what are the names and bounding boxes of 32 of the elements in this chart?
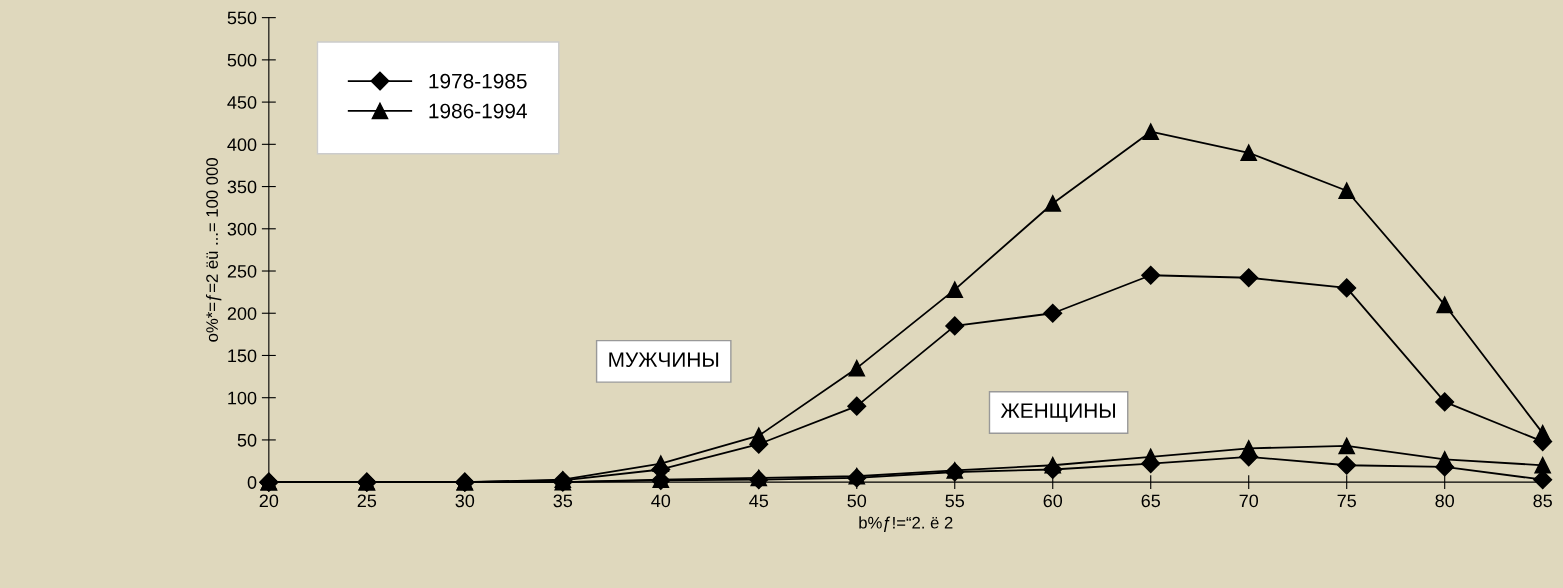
- x-tick-label: 25: [357, 494, 377, 508]
- x-tick-label: 55: [945, 494, 965, 508]
- y-tick-label: 250: [227, 264, 257, 278]
- y-tick-label: 550: [227, 11, 257, 25]
- annotation: МУЖЧИНЫ: [609, 352, 719, 367]
- x-axis-title: b%ƒ!=“2. ë 2: [859, 516, 953, 532]
- y-tick-label: 300: [227, 222, 257, 236]
- x-tick-label: 75: [1337, 494, 1356, 508]
- y-axis-title: o%*=ƒ=2 ëü ...= 100 000: [205, 158, 222, 342]
- y-tick-label: 450: [227, 96, 257, 109]
- x-tick-label: 50: [847, 494, 867, 508]
- y-tick-label: 0: [247, 476, 257, 489]
- legend-label: 1986-1994: [429, 103, 527, 119]
- x-tick-label: 60: [1043, 494, 1063, 508]
- x-tick-label: 20: [259, 494, 279, 508]
- y-tick-label: 400: [227, 138, 257, 152]
- annotation: ЖЕНЩИНЫ: [1000, 403, 1115, 423]
- x-tick-label: 45: [749, 494, 769, 508]
- x-tick-label: 30: [455, 494, 475, 508]
- y-tick-label: 100: [228, 391, 257, 405]
- y-tick-label: 50: [237, 433, 257, 447]
- x-tick-label: 85: [1533, 494, 1552, 508]
- x-tick-label: 65: [1141, 494, 1161, 508]
- y-tick-label: 200: [227, 307, 257, 320]
- x-tick-label: 35: [553, 494, 573, 508]
- x-tick-label: 70: [1239, 494, 1259, 508]
- y-tick-label: 150: [228, 349, 257, 363]
- legend-label: 1978-1985: [429, 73, 527, 89]
- x-tick-label: 40: [651, 494, 671, 508]
- x-tick-label: 80: [1435, 494, 1455, 508]
- y-tick-label: 350: [227, 180, 257, 194]
- y-tick-label: 500: [227, 53, 257, 67]
